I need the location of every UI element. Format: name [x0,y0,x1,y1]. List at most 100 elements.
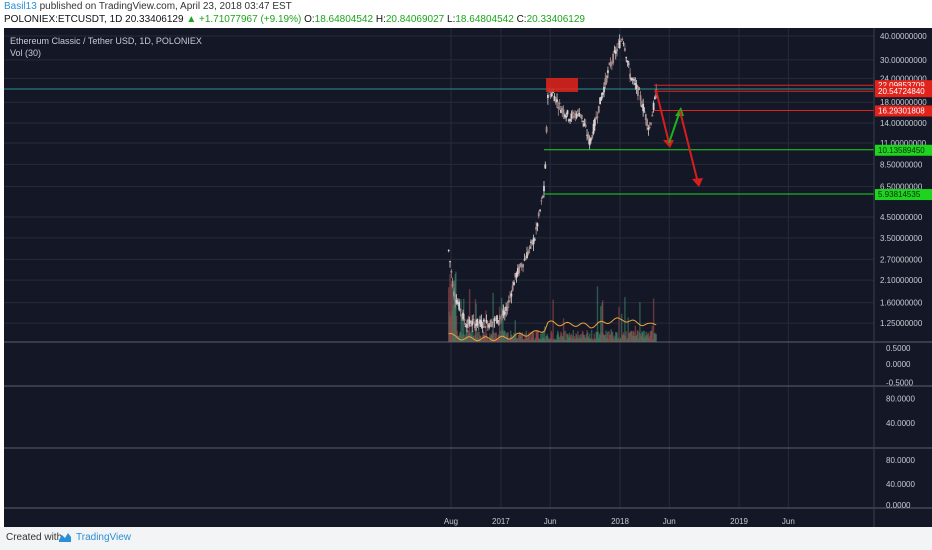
volume-bar [532,332,535,342]
time-axis[interactable]: Aug 2017 Jun 2018 Jun 2019 Jun [444,517,795,526]
candle-body [500,316,502,318]
volume-bar [449,273,451,342]
candle-body [634,83,637,85]
candle-body [603,86,605,93]
chart-area[interactable]: Ethereum Classic / Tether USD, 1D, POLON… [4,28,932,527]
volume-bar [590,330,593,342]
price-tick-label: 1.25000000 [880,319,923,328]
candle-body [453,291,455,297]
sub-pane-tick-label: 0.0000 [886,501,911,510]
candle-body [599,97,601,105]
candle-body [574,113,577,116]
volume-bar [611,332,614,342]
price-tick-label: 2.70000000 [880,255,923,264]
up-arrow[interactable] [668,110,681,144]
price-tick-label: 30.00000000 [880,56,927,65]
candle-body [526,252,528,259]
volume-bar [572,330,575,342]
chart-svg[interactable]: Ethereum Classic / Tether USD, 1D, POLON… [4,28,932,527]
volume-bar [492,292,494,342]
time-tick-label: Jun [544,517,557,526]
sub-pane-tick-label: 0.5000 [886,344,911,353]
candle-body [470,325,472,327]
level-label-box [875,189,932,201]
volume-bar [551,332,553,342]
candle-body [501,314,504,316]
candle-body [604,78,607,85]
level-label: 16.29301808 [878,106,925,115]
open-label: O: [304,14,315,25]
candle-body [524,258,527,261]
candle-body [591,134,594,138]
candle-body [592,123,595,134]
tradingview-link[interactable]: TradingView [76,532,132,543]
arrowhead-icon [692,178,703,187]
candle-body [471,320,474,326]
candle-body [460,314,463,316]
candle-body [595,116,598,120]
volume-bar [620,313,623,342]
candle-body [643,111,646,113]
candle-body [515,272,518,278]
candle-body [464,325,467,327]
price-candles [447,34,658,333]
volume-bar [597,331,599,342]
price-axis[interactable]: 40.00000000 30.00000000 24.00000000 18.0000… [873,28,927,527]
volume-bar [605,330,607,342]
volume-bar [607,331,609,342]
down-arrow-2[interactable] [679,110,699,184]
sub-pane-tick-label: 80.0000 [886,394,915,403]
candle-body [505,306,508,311]
candle-body [652,102,655,111]
volume-bar [600,306,602,342]
candle-body [577,110,579,112]
volume-bar [573,336,576,342]
candle-body [647,127,650,130]
candle-body [654,96,656,99]
candle-body [633,79,635,81]
candle-body [463,318,466,321]
candle-body [546,94,549,99]
volume-bar [575,334,578,342]
sub-pane-tick-label: -0.5000 [886,378,914,387]
candle-body [566,110,569,115]
volume-bar [634,325,637,342]
candle-body [588,139,591,146]
volume-bar [563,331,565,342]
price-tick-label: 8.50000000 [880,160,923,169]
candle-body [627,63,630,65]
close-label: C: [516,14,527,25]
volume-bar [627,317,629,342]
indicator-label: Vol (30) [10,48,41,58]
resistance-box[interactable] [546,78,578,92]
down-arrow-1[interactable] [655,89,670,144]
author-link[interactable]: Basil13 [4,1,37,12]
forecast-arrows[interactable] [655,89,703,187]
volume-bar [552,299,554,342]
candle-body [532,238,535,245]
candle-body [480,320,483,327]
candle-body [578,112,581,117]
candle-body [513,282,515,286]
volume-bar [637,330,639,342]
candle-body [605,75,608,83]
candle-body [622,42,625,44]
level-label: 10.13589450 [878,146,925,155]
volume-bar [515,334,517,342]
high-label: H: [375,14,386,25]
candle-body [557,107,560,109]
volume-ma-line [448,317,657,342]
candle-body [502,310,505,316]
price-tick-label: 18.00000000 [880,98,927,107]
candle-body [584,125,587,127]
candle-body [518,266,521,273]
volume-bar [624,297,626,342]
volume-bar [639,302,641,342]
price-tick-label: 14.00000000 [880,119,927,128]
high-value: 20.84069027 [385,14,445,25]
price-levels[interactable] [544,84,874,195]
tradingview-logo-icon[interactable] [58,531,72,543]
volume-bar [578,335,580,342]
volume-bar [588,333,591,342]
volume-bar [541,332,543,342]
